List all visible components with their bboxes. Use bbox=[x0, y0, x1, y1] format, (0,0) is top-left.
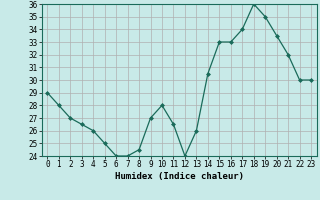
X-axis label: Humidex (Indice chaleur): Humidex (Indice chaleur) bbox=[115, 172, 244, 181]
